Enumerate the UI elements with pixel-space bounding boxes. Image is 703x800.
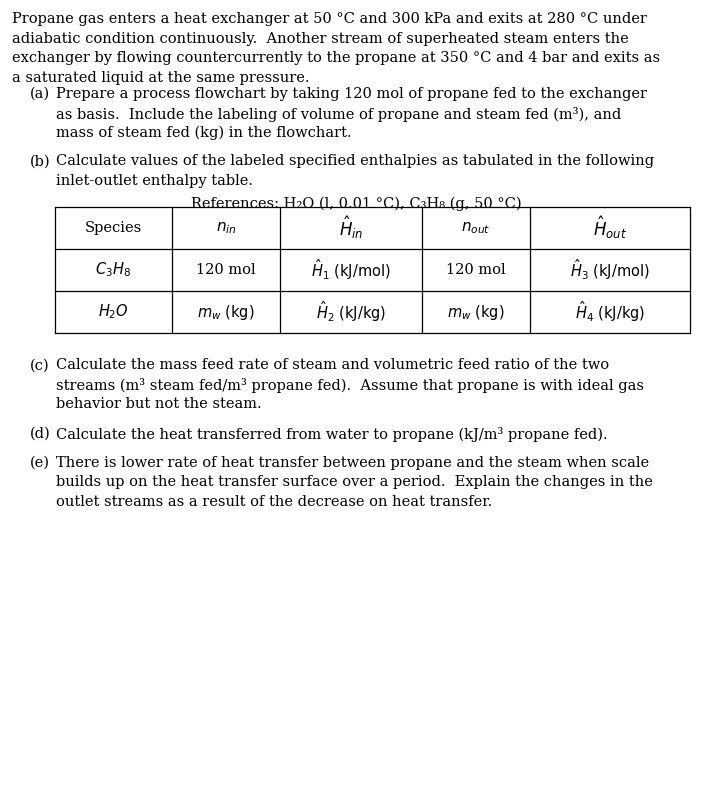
Text: $\hat{H}_2$ (kJ/kg): $\hat{H}_2$ (kJ/kg) bbox=[316, 299, 386, 325]
Text: (b): (b) bbox=[30, 154, 51, 168]
Text: 120 mol: 120 mol bbox=[196, 263, 256, 277]
Text: Species: Species bbox=[85, 221, 142, 235]
Text: $\hat{H}_{out}$: $\hat{H}_{out}$ bbox=[593, 214, 627, 242]
Text: as basis.  Include the labeling of volume of propane and steam fed (m³), and: as basis. Include the labeling of volume… bbox=[56, 106, 621, 122]
Text: Calculate the mass feed rate of steam and volumetric feed ratio of the two: Calculate the mass feed rate of steam an… bbox=[56, 358, 609, 372]
Text: $m_w$ (kg): $m_w$ (kg) bbox=[198, 302, 254, 322]
Text: Calculate values of the labeled specified enthalpies as tabulated in the followi: Calculate values of the labeled specifie… bbox=[56, 154, 654, 168]
Text: a saturated liquid at the same pressure.: a saturated liquid at the same pressure. bbox=[12, 70, 309, 85]
Text: exchanger by flowing countercurrently to the propane at 350 °C and 4 bar and exi: exchanger by flowing countercurrently to… bbox=[12, 51, 660, 65]
Text: $C_3H_8$: $C_3H_8$ bbox=[96, 261, 131, 279]
Text: References: H₂O (l, 0.01 °C), C₃H₈ (g, 50 °C): References: H₂O (l, 0.01 °C), C₃H₈ (g, 5… bbox=[191, 196, 522, 210]
Text: (d): (d) bbox=[30, 426, 51, 441]
Text: $\hat{H}_3$ (kJ/mol): $\hat{H}_3$ (kJ/mol) bbox=[570, 258, 650, 282]
Text: outlet streams as a result of the decrease on heat transfer.: outlet streams as a result of the decrea… bbox=[56, 495, 492, 509]
Text: adiabatic condition continuously.  Another stream of superheated steam enters th: adiabatic condition continuously. Anothe… bbox=[12, 31, 628, 46]
Text: Calculate the heat transferred from water to propane (kJ/m³ propane fed).: Calculate the heat transferred from wate… bbox=[56, 426, 607, 442]
Text: Prepare a process flowchart by taking 120 mol of propane fed to the exchanger: Prepare a process flowchart by taking 12… bbox=[56, 87, 647, 101]
Text: inlet-outlet enthalpy table.: inlet-outlet enthalpy table. bbox=[56, 174, 253, 188]
Text: $H_2O$: $H_2O$ bbox=[98, 302, 129, 322]
Text: There is lower rate of heat transfer between propane and the steam when scale: There is lower rate of heat transfer bet… bbox=[56, 456, 649, 470]
Text: $\hat{H}_{in}$: $\hat{H}_{in}$ bbox=[339, 214, 363, 242]
Text: Propane gas enters a heat exchanger at 50 °C and 300 kPa and exits at 280 °C und: Propane gas enters a heat exchanger at 5… bbox=[12, 12, 647, 26]
Text: (c): (c) bbox=[30, 358, 50, 372]
Text: behavior but not the steam.: behavior but not the steam. bbox=[56, 398, 262, 411]
Text: streams (m³ steam fed/m³ propane fed).  Assume that propane is with ideal gas: streams (m³ steam fed/m³ propane fed). A… bbox=[56, 378, 644, 393]
Text: mass of steam fed (kg) in the flowchart.: mass of steam fed (kg) in the flowchart. bbox=[56, 126, 352, 141]
Text: 120 mol: 120 mol bbox=[446, 263, 506, 277]
Text: (e): (e) bbox=[30, 456, 50, 470]
Text: $\hat{H}_4$ (kJ/kg): $\hat{H}_4$ (kJ/kg) bbox=[575, 299, 645, 325]
Text: $\hat{H}_1$ (kJ/mol): $\hat{H}_1$ (kJ/mol) bbox=[311, 258, 391, 282]
Text: $n_{out}$: $n_{out}$ bbox=[461, 220, 491, 236]
Text: builds up on the heat transfer surface over a period.  Explain the changes in th: builds up on the heat transfer surface o… bbox=[56, 475, 653, 490]
Text: (a): (a) bbox=[30, 87, 50, 101]
Text: $m_w$ (kg): $m_w$ (kg) bbox=[447, 302, 505, 322]
Text: $n_{in}$: $n_{in}$ bbox=[216, 220, 236, 236]
